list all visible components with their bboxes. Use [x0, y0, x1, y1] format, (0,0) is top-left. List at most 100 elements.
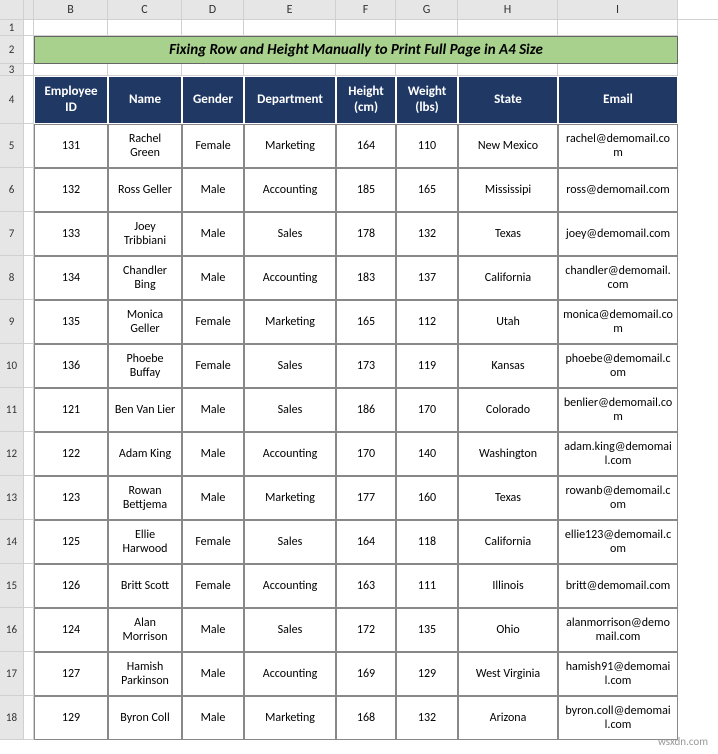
cell-gender[interactable]: Female — [182, 300, 244, 344]
cell-I1[interactable] — [558, 20, 678, 36]
cell-emp-id[interactable]: 125 — [34, 520, 108, 564]
cell-weight[interactable]: 140 — [396, 432, 458, 476]
cell-weight[interactable]: 112 — [396, 300, 458, 344]
cell-weight[interactable]: 160 — [396, 476, 458, 520]
cell-email[interactable]: adam.king@demomail.com — [558, 432, 678, 476]
cell-email[interactable]: monica@demomail.com — [558, 300, 678, 344]
cell-B3[interactable] — [34, 64, 108, 76]
cell-weight[interactable]: 132 — [396, 212, 458, 256]
cell-dept[interactable]: Marketing — [244, 696, 336, 740]
cell-dept[interactable]: Accounting — [244, 564, 336, 608]
cell-emp-id[interactable]: 136 — [34, 344, 108, 388]
cell-name[interactable]: Ben Van Lier — [108, 388, 182, 432]
cell-name[interactable]: Hamish Parkinson — [108, 652, 182, 696]
cell-email[interactable]: britt@demomail.com — [558, 564, 678, 608]
row-header-4[interactable]: 4 — [0, 76, 24, 124]
cell-name[interactable]: Rowan Bettjema — [108, 476, 182, 520]
cell-state[interactable]: Colorado — [458, 388, 558, 432]
cell-I3[interactable] — [558, 64, 678, 76]
cell-state[interactable]: New Mexico — [458, 124, 558, 168]
cell-gap[interactable] — [24, 388, 34, 432]
cell-H3[interactable] — [458, 64, 558, 76]
cell-weight[interactable]: 129 — [396, 652, 458, 696]
cell-height[interactable]: 163 — [336, 564, 396, 608]
cell-name[interactable]: Joey Tribbiani — [108, 212, 182, 256]
cell-B1[interactable] — [34, 20, 108, 36]
cell-dept[interactable]: Sales — [244, 520, 336, 564]
cell-gap[interactable] — [24, 256, 34, 300]
cell-state[interactable]: West Virginia — [458, 652, 558, 696]
cell-C1[interactable] — [108, 20, 182, 36]
cell-weight[interactable]: 170 — [396, 388, 458, 432]
row-header-13[interactable]: 13 — [0, 476, 24, 520]
cell-weight[interactable]: 165 — [396, 168, 458, 212]
header-name[interactable]: Name — [108, 76, 182, 124]
row-header-3[interactable]: 3 — [0, 64, 24, 76]
cell-name[interactable]: Byron Coll — [108, 696, 182, 740]
cell-email[interactable]: joey@demomail.com — [558, 212, 678, 256]
row-header-16[interactable]: 16 — [0, 608, 24, 652]
cell-gender[interactable]: Male — [182, 652, 244, 696]
cell-gender[interactable]: Female — [182, 564, 244, 608]
row-header-2[interactable]: 2 — [0, 36, 24, 64]
cell-state[interactable]: Texas — [458, 212, 558, 256]
row-header-12[interactable]: 12 — [0, 432, 24, 476]
cell-emp-id[interactable]: 123 — [34, 476, 108, 520]
cell-name[interactable]: Ross Geller — [108, 168, 182, 212]
cell-email[interactable]: alanmorrison@demomail.com — [558, 608, 678, 652]
row-header-8[interactable]: 8 — [0, 256, 24, 300]
cell-email[interactable]: rowanb@demomail.com — [558, 476, 678, 520]
cell-name[interactable]: Ellie Harwood — [108, 520, 182, 564]
col-header-H[interactable]: H — [458, 0, 558, 19]
col-header-E[interactable]: E — [244, 0, 336, 19]
cell-emp-id[interactable]: 132 — [34, 168, 108, 212]
cell-state[interactable]: Washington — [458, 432, 558, 476]
cell-height[interactable]: 173 — [336, 344, 396, 388]
cell-emp-id[interactable]: 126 — [34, 564, 108, 608]
cell-gender[interactable]: Male — [182, 432, 244, 476]
cell-height[interactable]: 164 — [336, 520, 396, 564]
cell-height[interactable]: 183 — [336, 256, 396, 300]
cell-dept[interactable]: Sales — [244, 212, 336, 256]
cell-D1[interactable] — [182, 20, 244, 36]
cell-gap[interactable] — [24, 432, 34, 476]
header-height[interactable]: Height (cm) — [336, 76, 396, 124]
cell-state[interactable]: Arizona — [458, 696, 558, 740]
cell-gap[interactable] — [24, 344, 34, 388]
cell-gender[interactable]: Male — [182, 476, 244, 520]
cell-gender[interactable]: Male — [182, 256, 244, 300]
cell-weight[interactable]: 132 — [396, 696, 458, 740]
cell-height[interactable]: 186 — [336, 388, 396, 432]
cell-F1[interactable] — [336, 20, 396, 36]
cell-gap[interactable] — [24, 608, 34, 652]
cell-weight[interactable]: 135 — [396, 608, 458, 652]
cell-emp-id[interactable]: 124 — [34, 608, 108, 652]
cell-weight[interactable]: 119 — [396, 344, 458, 388]
cell-name[interactable]: Britt Scott — [108, 564, 182, 608]
cell-state[interactable]: California — [458, 256, 558, 300]
cell-gap[interactable] — [24, 300, 34, 344]
cell-name[interactable]: Rachel Green — [108, 124, 182, 168]
cell-height[interactable]: 178 — [336, 212, 396, 256]
cell-dept[interactable]: Sales — [244, 608, 336, 652]
cell-G3[interactable] — [396, 64, 458, 76]
row-header-1[interactable]: 1 — [0, 20, 24, 36]
cell-dept[interactable]: Accounting — [244, 652, 336, 696]
cell-state[interactable]: Ohio — [458, 608, 558, 652]
cell-dept[interactable]: Marketing — [244, 476, 336, 520]
row-header-14[interactable]: 14 — [0, 520, 24, 564]
cell-E1[interactable] — [244, 20, 336, 36]
select-all-corner[interactable] — [0, 0, 24, 19]
cell-emp-id[interactable]: 129 — [34, 696, 108, 740]
cell-state[interactable]: California — [458, 520, 558, 564]
cell-dept[interactable]: Sales — [244, 344, 336, 388]
cell-gap[interactable] — [24, 564, 34, 608]
cell-email[interactable]: ellie123@demomail.com — [558, 520, 678, 564]
cell-email[interactable]: ross@demomail.com — [558, 168, 678, 212]
cell-D3[interactable] — [182, 64, 244, 76]
cell-gap[interactable] — [24, 168, 34, 212]
cell-gap[interactable] — [24, 520, 34, 564]
cell-height[interactable]: 172 — [336, 608, 396, 652]
cell-emp-id[interactable]: 121 — [34, 388, 108, 432]
cell-F3[interactable] — [336, 64, 396, 76]
